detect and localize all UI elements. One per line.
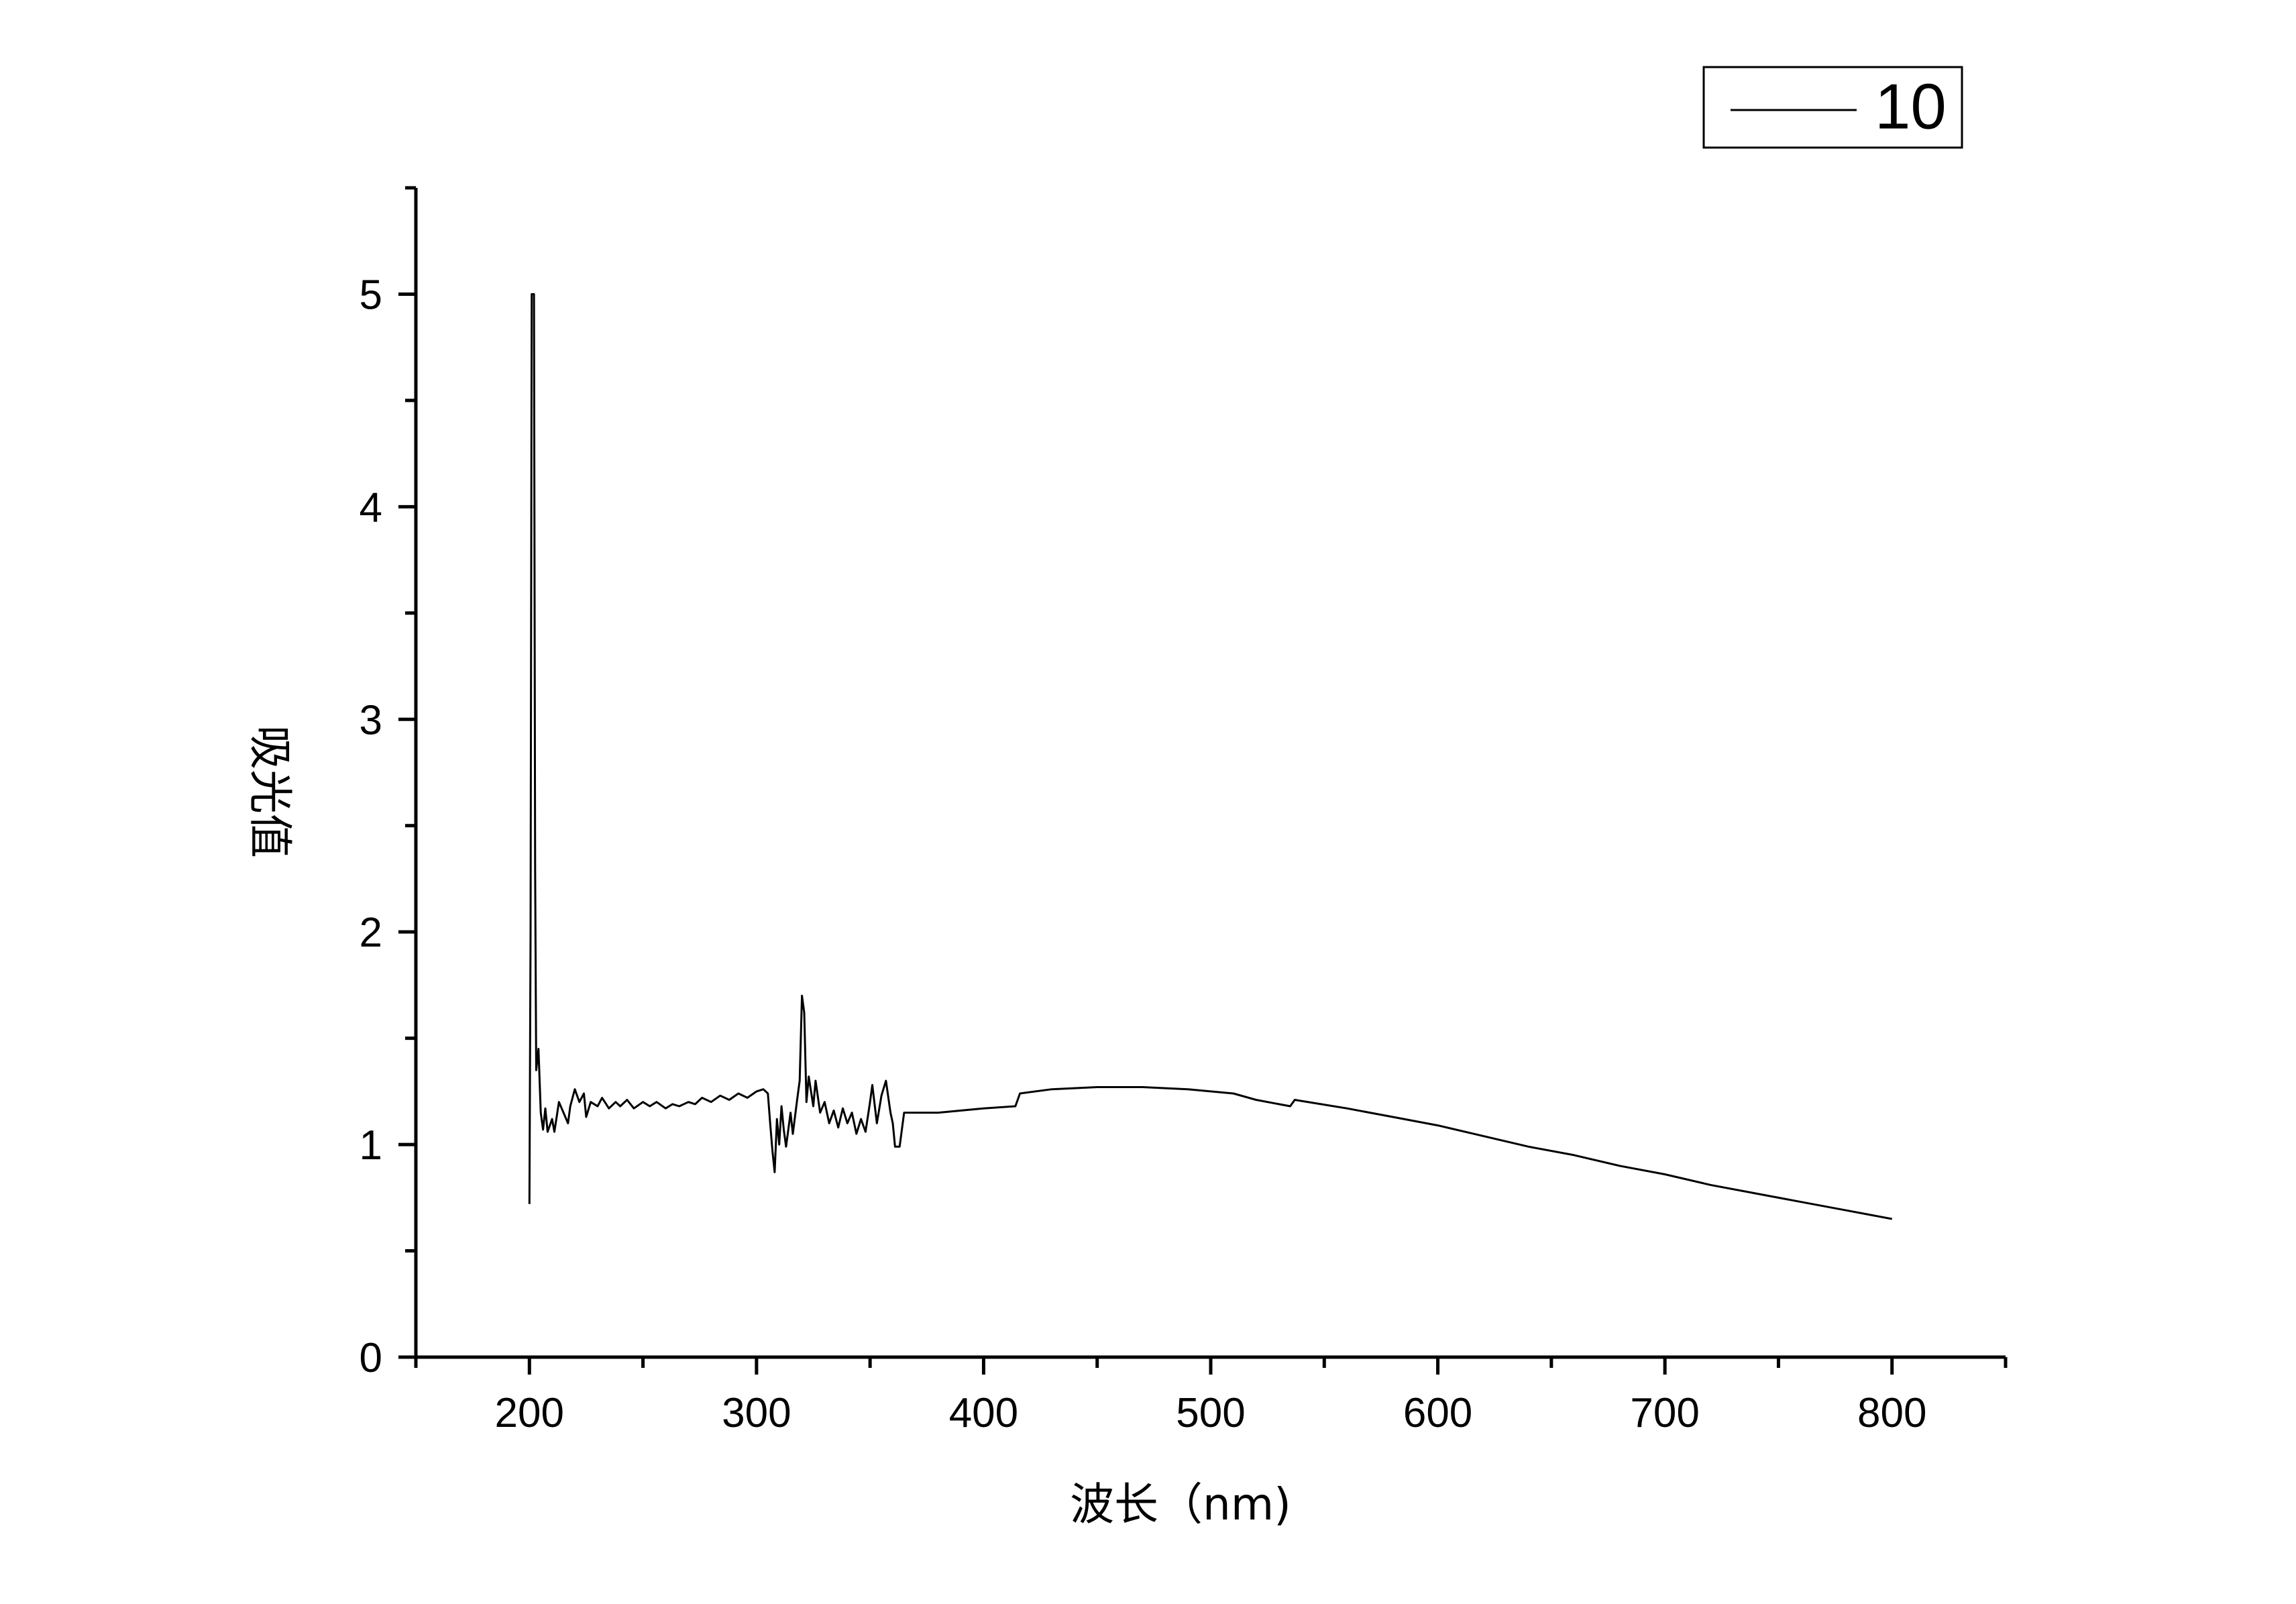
y-tick-label: 5 [360,272,382,318]
y-axis-title: 吸光值 [244,725,296,858]
y-tick-label: 4 [360,484,382,531]
x-tick-label: 400 [949,1390,1018,1436]
legend-box [1702,66,1963,149]
legend-label: 10 [1875,70,1947,142]
legend: 10 [1702,66,1963,149]
x-ticks: 200 300 400 500 600 700 800 [414,1357,2008,1436]
axes [414,188,2006,1359]
y-tick-label: 3 [360,697,382,743]
y-tick-label: 0 [360,1335,382,1381]
series-line-10 [528,293,1892,1220]
x-tick-label: 500 [1176,1390,1245,1436]
x-tick-label: 300 [722,1390,791,1436]
series-layer [528,293,1892,1220]
x-tick-label: 700 [1630,1390,1699,1436]
y-ticks: 0 1 2 3 4 5 [360,186,416,1381]
y-tick-label: 2 [360,910,382,956]
x-tick-label: 200 [495,1390,564,1436]
x-axis-title: 波长（nm) [1070,1479,1291,1530]
x-tick-label: 800 [1857,1390,1926,1436]
x-tick-label: 600 [1403,1390,1472,1436]
y-tick-label: 1 [360,1122,382,1169]
